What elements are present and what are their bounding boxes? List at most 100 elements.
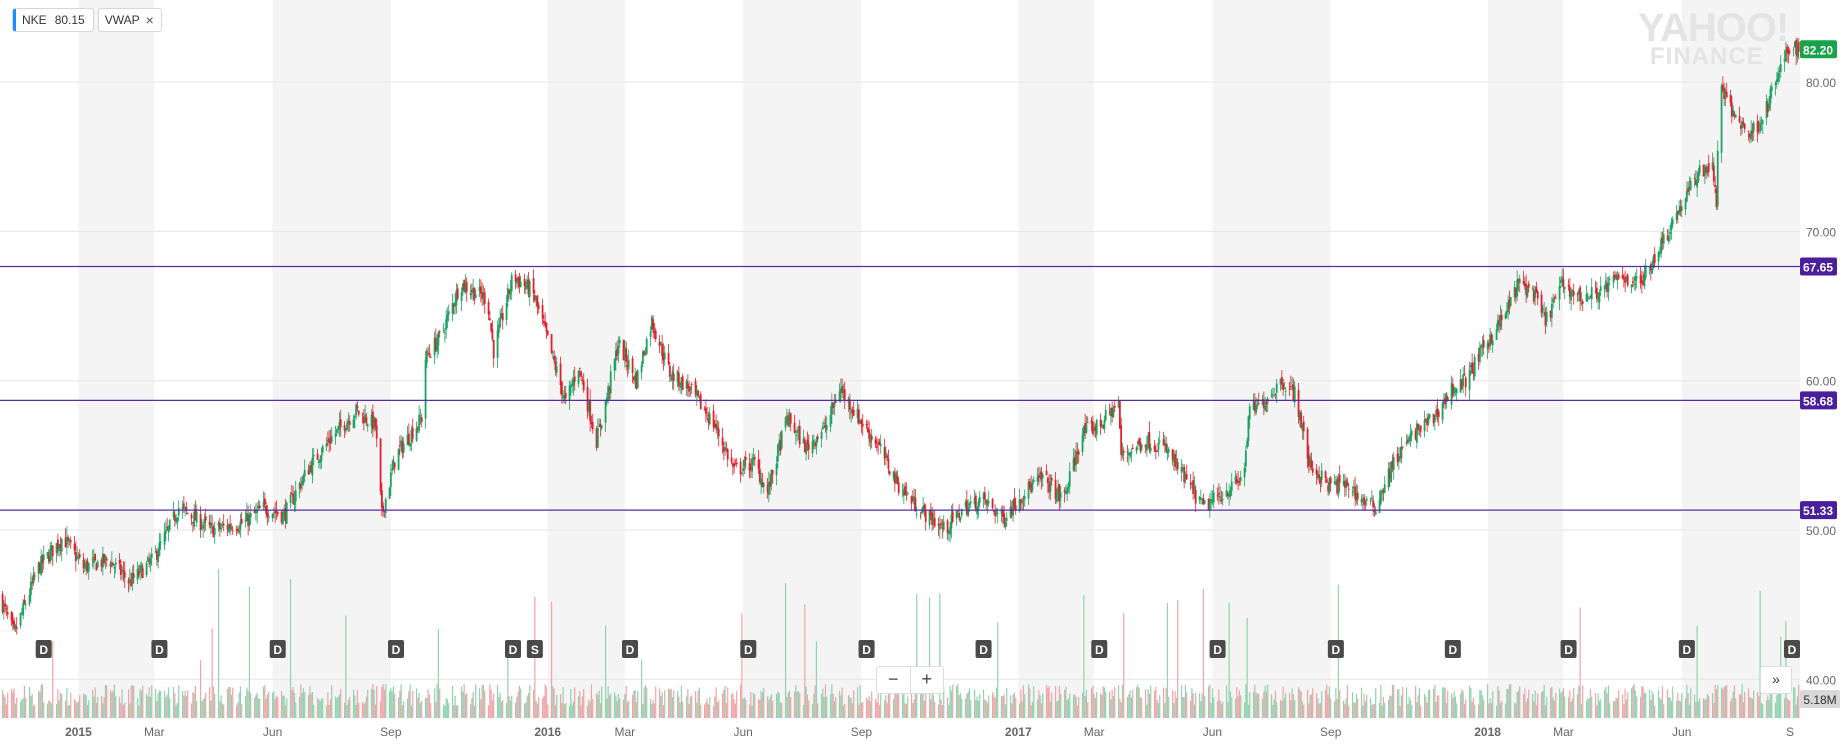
candle-body (812, 439, 815, 442)
volume-bar (1729, 701, 1732, 718)
volume-bar (25, 697, 27, 718)
volume-bar (77, 701, 80, 718)
volume-bar (682, 701, 684, 718)
volume-bar (133, 685, 135, 718)
volume-bar (1054, 685, 1057, 718)
volume-bar (1391, 684, 1394, 718)
candle-body (392, 459, 395, 470)
volume-bar (788, 690, 791, 718)
candle-body (1084, 422, 1087, 434)
volume-bar (343, 702, 346, 718)
volume-bar (590, 684, 593, 718)
volume-bar (1330, 698, 1332, 718)
scroll-to-latest-button[interactable]: » (1760, 666, 1792, 694)
volume-bar (298, 696, 301, 718)
volume-bar (111, 692, 113, 718)
x-tick-label: Mar (615, 725, 636, 739)
candle-body (911, 500, 914, 502)
event-marker-label: D (155, 643, 164, 657)
candle-body (713, 423, 716, 428)
volume-bar (91, 690, 94, 718)
candle-body (959, 516, 962, 521)
volume-bar (1528, 689, 1530, 718)
event-marker-label: D (1683, 643, 1692, 657)
candle-body (1172, 457, 1175, 462)
candle-body (698, 395, 701, 397)
candle-body (1428, 414, 1431, 418)
candle-body (749, 467, 752, 469)
candle-body (1491, 340, 1494, 346)
volume-bar (1222, 701, 1224, 718)
close-icon[interactable]: × (145, 12, 154, 28)
volume-bar (1060, 693, 1062, 718)
candle-body (1208, 501, 1211, 512)
candle-body (676, 371, 679, 383)
volume-bar (1435, 701, 1437, 718)
volume-bar (1084, 695, 1086, 718)
candle-body (1768, 103, 1771, 109)
candle-body (712, 410, 715, 428)
volume-bar (1384, 702, 1386, 718)
candle-body (284, 508, 287, 521)
candle-body (587, 401, 590, 413)
volume-bar (205, 692, 207, 718)
candle-body (914, 497, 917, 512)
candle-body (833, 401, 836, 407)
candle-body (248, 514, 251, 526)
candle-body (382, 505, 385, 512)
volume-bar (142, 685, 144, 718)
candle-body (1787, 49, 1790, 54)
volume-bar (379, 701, 382, 718)
volume-bar (995, 687, 998, 718)
candle-body (1309, 456, 1312, 464)
volume-bar (409, 684, 411, 718)
candle-body (839, 388, 842, 394)
volume-bar (772, 700, 774, 718)
candle-body (1711, 162, 1714, 170)
volume-bar (316, 698, 319, 718)
candle-body (1014, 504, 1017, 510)
volume-bar (835, 697, 837, 718)
dividend-marker (1209, 640, 1226, 658)
candle-body (875, 445, 878, 448)
candle-body (1369, 501, 1372, 503)
candle-body (1742, 121, 1745, 125)
x-tick-label: 2015 (65, 725, 92, 739)
volume-bar (1768, 699, 1770, 718)
volume-bar (67, 705, 69, 718)
volume-bar (982, 689, 985, 718)
volume-bar (679, 702, 681, 718)
volume-bar (1569, 690, 1571, 718)
candle-body (1522, 281, 1525, 284)
candle-body (896, 475, 899, 483)
candle-body (474, 294, 477, 299)
candle-body (203, 518, 206, 524)
volume-bar (1021, 701, 1023, 718)
zoom-out-button[interactable]: − (887, 669, 899, 689)
candle-body (49, 549, 52, 562)
candle-body (140, 564, 143, 569)
ticker-chip[interactable]: NKE 80.15 (12, 8, 94, 32)
volume-bar (3, 694, 5, 718)
volume-bar (1747, 688, 1750, 718)
volume-bar (1632, 686, 1634, 718)
volume-bar (121, 689, 123, 718)
candle-body (632, 376, 635, 380)
candle-body (1651, 267, 1654, 274)
candle-body (1570, 290, 1573, 301)
volume-bar (694, 691, 697, 718)
candle-body (1471, 362, 1474, 374)
indicator-chip-vwap[interactable]: VWAP × (97, 8, 162, 32)
candle-body (987, 501, 990, 504)
candle-body (1622, 279, 1625, 281)
candle-body (218, 523, 221, 529)
candle-body (599, 423, 602, 428)
candle-body (643, 351, 646, 356)
zoom-in-button[interactable]: + (909, 667, 944, 693)
volume-bar (301, 692, 303, 718)
event-marker-label: S (531, 643, 539, 657)
volume-bar (1444, 688, 1446, 718)
volume-bar (1717, 685, 1719, 718)
